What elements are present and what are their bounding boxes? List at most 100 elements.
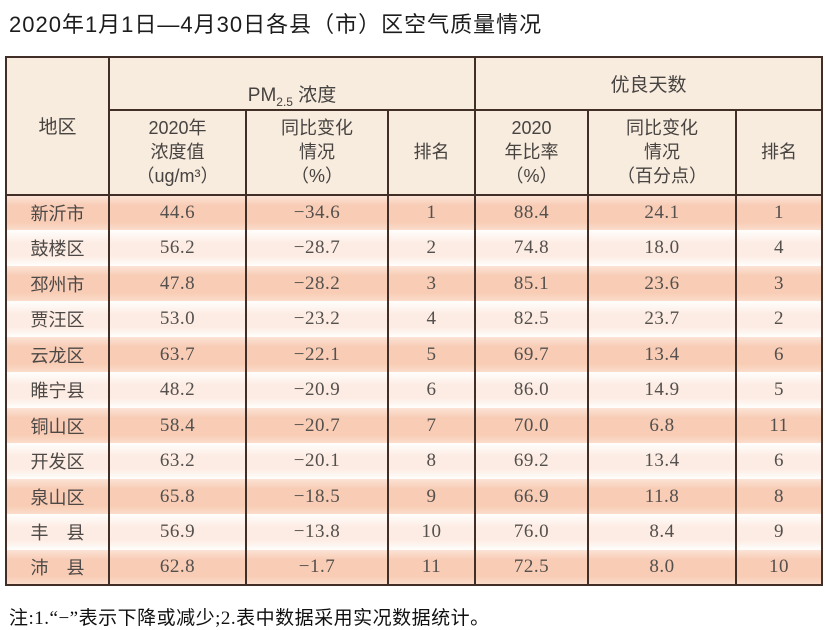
- table-row: 铜山区 58.4 −20.7 7 70.0 6.8 11: [5, 407, 824, 444]
- cell-good-ratio: 85.1: [474, 265, 589, 302]
- cell-good-ratio: 82.5: [474, 301, 589, 337]
- table-row: 泉山区 65.8 −18.5 9 66.9 11.8 8: [5, 478, 824, 515]
- cell-pm-rank: 10: [387, 514, 476, 550]
- column-header-good-ratio: 2020 年比率 （%）: [474, 109, 589, 196]
- cell-region: 睢宁县: [5, 372, 110, 408]
- cell-pm-value: 53.0: [108, 301, 247, 337]
- cell-good-change: 23.6: [587, 265, 737, 302]
- air-quality-table: 地区 PM2.5 浓度 优良天数 2020年 浓度值 （ug/m³） 同比变化 …: [5, 56, 824, 587]
- table-row: 睢宁县 48.2 −20.9 6 86.0 14.9 5: [5, 372, 824, 408]
- cell-good-ratio: 76.0: [474, 514, 589, 550]
- cell-good-rank: 3: [734, 265, 824, 302]
- cell-pm-change: −34.6: [245, 194, 389, 231]
- cell-good-rank: 10: [734, 549, 824, 586]
- cell-pm-rank: 8: [387, 443, 476, 479]
- cell-good-change: 11.8: [587, 478, 737, 515]
- cell-region: 泉山区: [5, 478, 110, 515]
- table-row: 鼓楼区 56.2 −28.7 2 74.8 18.0 4: [5, 230, 824, 266]
- cell-good-rank: 8: [734, 478, 824, 515]
- cell-pm-change: −18.5: [245, 478, 389, 515]
- cell-good-ratio: 86.0: [474, 372, 589, 408]
- cell-good-ratio: 70.0: [474, 407, 589, 444]
- cell-pm-rank: 6: [387, 372, 476, 408]
- cell-pm-rank: 3: [387, 265, 476, 302]
- header-group-row: 地区 PM2.5 浓度 优良天数: [5, 57, 824, 196]
- cell-pm-value: 48.2: [108, 372, 247, 408]
- cell-good-ratio: 69.7: [474, 336, 589, 373]
- cell-pm-value: 58.4: [108, 407, 247, 444]
- column-group-good-days: 优良天数: [473, 57, 824, 111]
- cell-pm-change: −20.7: [245, 407, 389, 444]
- cell-good-rank: 4: [734, 230, 824, 266]
- cell-good-rank: 5: [734, 372, 824, 408]
- column-header-good-rank: 排名: [734, 109, 824, 196]
- table-header: 地区 PM2.5 浓度 优良天数 2020年 浓度值 （ug/m³） 同比变化 …: [5, 57, 824, 196]
- cell-pm-rank: 11: [387, 549, 476, 586]
- cell-good-ratio: 66.9: [474, 478, 589, 515]
- cell-region: 贾汪区: [5, 301, 110, 337]
- cell-good-change: 8.0: [587, 549, 737, 586]
- cell-pm-rank: 4: [387, 301, 476, 337]
- cell-region: 新沂市: [5, 194, 110, 231]
- cell-good-rank: 11: [734, 407, 824, 444]
- cell-region: 沛 县: [5, 549, 110, 586]
- cell-good-ratio: 69.2: [474, 443, 589, 479]
- table-row: 沛 县 62.8 −1.7 11 72.5 8.0 10: [5, 549, 824, 586]
- cell-pm-change: −20.1: [245, 443, 389, 479]
- cell-good-change: 13.4: [587, 336, 737, 373]
- cell-good-change: 23.7: [587, 301, 737, 337]
- column-header-pm-rank: 排名: [387, 109, 476, 196]
- table-row: 开发区 63.2 −20.1 8 69.2 13.4 6: [5, 443, 824, 479]
- cell-pm-change: −20.9: [245, 372, 389, 408]
- cell-pm-rank: 7: [387, 407, 476, 444]
- table-row: 丰 县 56.9 −13.8 10 76.0 8.4 9: [5, 514, 824, 550]
- column-header-pm-value: 2020年 浓度值 （ug/m³）: [108, 109, 247, 196]
- column-header-region: 地区: [5, 57, 110, 196]
- cell-good-rank: 6: [734, 443, 824, 479]
- cell-pm-value: 47.8: [108, 265, 247, 302]
- cell-good-ratio: 88.4: [474, 194, 589, 231]
- cell-pm-rank: 9: [387, 478, 476, 515]
- cell-pm-change: −13.8: [245, 514, 389, 550]
- table-row: 贾汪区 53.0 −23.2 4 82.5 23.7 2: [5, 301, 824, 337]
- cell-good-change: 14.9: [587, 372, 737, 408]
- cell-pm-value: 56.9: [108, 514, 247, 550]
- table-row: 云龙区 63.7 −22.1 5 69.7 13.4 6: [5, 336, 824, 373]
- cell-good-change: 13.4: [587, 443, 737, 479]
- column-group-pm25: PM2.5 浓度: [108, 57, 476, 111]
- cell-region: 鼓楼区: [5, 230, 110, 266]
- cell-good-change: 8.4: [587, 514, 737, 550]
- header-sub-row: 2020年 浓度值 （ug/m³） 同比变化 情况 （%） 排名 2020 年比…: [6, 109, 824, 196]
- cell-pm-value: 44.6: [108, 194, 247, 231]
- cell-region: 邳州市: [5, 265, 110, 302]
- cell-region: 云龙区: [5, 336, 110, 373]
- column-header-good-change: 同比变化 情况 （百分点）: [587, 109, 737, 196]
- table-body: 新沂市 44.6 −34.6 1 88.4 24.1 1 鼓楼区 56.2 −28.7 2 74.8 1…: [5, 194, 824, 586]
- cell-good-change: 24.1: [587, 194, 737, 231]
- page-title: 2020年1月1日—4月30日各县（市）区空气质量情况: [9, 12, 543, 37]
- cell-good-rank: 2: [734, 301, 824, 337]
- cell-pm-change: −1.7: [245, 549, 389, 586]
- cell-region: 开发区: [5, 443, 110, 479]
- cell-pm-rank: 2: [387, 230, 476, 266]
- column-header-pm-change: 同比变化 情况 （%）: [245, 109, 389, 196]
- cell-good-rank: 9: [734, 514, 824, 550]
- cell-pm-value: 56.2: [108, 230, 247, 266]
- table-row: 邳州市 47.8 −28.2 3 85.1 23.6 3: [5, 265, 824, 302]
- cell-pm-change: −28.2: [245, 265, 389, 302]
- cell-good-rank: 6: [734, 336, 824, 373]
- cell-pm-change: −22.1: [245, 336, 389, 373]
- cell-good-change: 6.8: [587, 407, 737, 444]
- cell-pm-value: 62.8: [108, 549, 247, 586]
- cell-pm-value: 63.7: [108, 336, 247, 373]
- cell-pm-change: −28.7: [245, 230, 389, 266]
- footnote: 注:1.“−”表示下降或减少;2.表中数据采用实况数据统计。: [9, 608, 490, 630]
- cell-pm-rank: 5: [387, 336, 476, 373]
- pm25-label: PM2.5 浓度: [247, 85, 337, 109]
- cell-region: 丰 县: [5, 514, 110, 550]
- cell-pm-change: −23.2: [245, 301, 389, 337]
- cell-pm-value: 63.2: [108, 443, 247, 479]
- cell-good-ratio: 74.8: [474, 230, 589, 266]
- cell-good-rank: 1: [734, 194, 824, 231]
